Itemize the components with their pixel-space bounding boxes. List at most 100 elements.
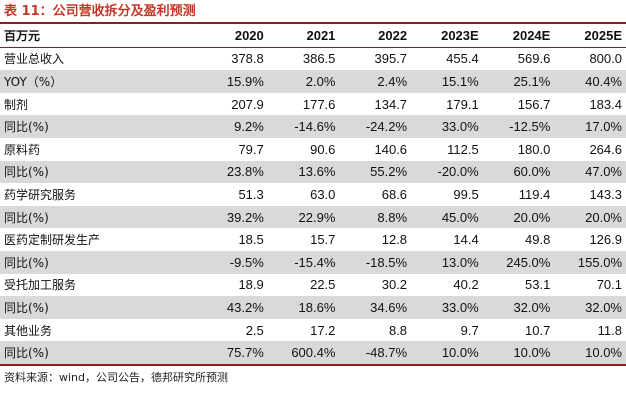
cell-value: 10.7 (525, 322, 551, 338)
table-header-row: 百万元 2020 2021 2022 2023E 2024E 2025E (0, 24, 626, 48)
cell-value: 455.4 (446, 51, 479, 67)
cell-value: 264.6 (589, 141, 622, 157)
cell-value: 33.0% (441, 299, 479, 315)
cell-value: 39.2% (226, 209, 264, 225)
cell-value: 245.0% (506, 254, 551, 270)
cell-value: 63.0 (310, 186, 336, 202)
row-label: 制剂 (4, 97, 29, 112)
cell-value: 68.6 (381, 186, 408, 202)
cell-value: 183.4 (589, 96, 622, 112)
cell-value: 155.0% (577, 254, 622, 270)
cell-value: 20.0% (585, 209, 622, 225)
row-label: 营业总收入 (4, 52, 65, 67)
cell-value: 2.0% (305, 73, 336, 89)
table-row: 受托加工服务 18.9 22.5 30.2 40.2 53.1 70.1 (0, 274, 626, 297)
cell-value: 378.8 (231, 51, 264, 67)
cell-value: 8.8% (377, 209, 408, 225)
table-row: 同比(%) 43.2% 18.6% 34.6% 33.0% 32.0% 32.0% (0, 296, 626, 319)
row-label: YOY（%） (4, 74, 63, 89)
cell-value: 15.7 (310, 232, 336, 248)
cell-value: 177.6 (302, 96, 336, 112)
cell-value: 14.4 (453, 232, 479, 248)
table-row: 原料药 79.7 90.6 140.6 112.5 180.0 264.6 (0, 138, 626, 161)
cell-value: 40.2 (453, 277, 479, 293)
cell-value: -24.2% (365, 119, 408, 135)
row-label: 同比(%) (4, 346, 49, 361)
cell-value: -15.4% (294, 254, 336, 270)
header-year: 2025E (584, 27, 622, 43)
cell-value: 143.3 (589, 186, 622, 202)
cell-value: 18.5 (238, 232, 264, 248)
row-label: 原料药 (4, 142, 41, 157)
table-row: 其他业务 2.5 17.2 8.8 9.7 10.7 11.8 (0, 319, 626, 342)
row-label: 同比(%) (4, 300, 49, 315)
row-label: 药学研究服务 (4, 187, 77, 202)
table-row: 同比(%) 39.2% 22.9% 8.8% 45.0% 20.0% 20.0% (0, 205, 626, 229)
cell-value: 156.7 (517, 96, 551, 112)
header-year: 2023E (441, 27, 479, 43)
cell-value: 179.1 (446, 96, 479, 112)
cell-value: 10.0% (585, 345, 622, 361)
table-row: 营业总收入 378.8 386.5 395.7 455.4 569.6 800.0 (0, 47, 626, 70)
cell-value: 47.0% (585, 164, 622, 180)
cell-value: 60.0% (513, 164, 551, 180)
cell-value: 600.4% (291, 345, 336, 361)
cell-value: 99.5 (453, 186, 479, 202)
cell-value: 90.6 (310, 141, 336, 157)
cell-value: 45.0% (441, 209, 479, 225)
cell-value: 11.8 (597, 322, 622, 338)
revenue-forecast-table: 百万元 2020 2021 2022 2023E 2024E 2025E 营业总… (0, 24, 626, 366)
cell-value: 10.0% (441, 345, 479, 361)
cell-value: 34.6% (370, 299, 408, 315)
cell-value: 17.2 (310, 322, 336, 338)
cell-value: 55.2% (370, 164, 408, 180)
cell-value: 70.1 (596, 277, 622, 293)
table-row: 制剂 207.9 177.6 134.7 179.1 156.7 183.4 (0, 93, 626, 116)
cell-value: 9.7 (460, 322, 479, 338)
header-year: 2022 (378, 27, 408, 43)
cell-value: -20.0% (437, 164, 479, 180)
cell-value: 40.4% (585, 73, 622, 89)
cell-value: 43.2% (226, 299, 264, 315)
table-row: 同比(%) 75.7% 600.4% -48.7% 10.0% 10.0% 10.0% (0, 341, 626, 365)
cell-value: 15.1% (441, 73, 479, 89)
cell-value: 119.4 (518, 186, 551, 202)
header-unit: 百万元 (4, 28, 41, 43)
table-row: YOY（%） 15.9% 2.0% 2.4% 15.1% 25.1% 40.4% (0, 70, 626, 93)
cell-value: 18.9 (238, 277, 264, 293)
cell-value: 25.1% (513, 73, 551, 89)
cell-value: 53.1 (525, 277, 551, 293)
cell-value: 49.8 (525, 232, 551, 248)
cell-value: 395.7 (374, 51, 408, 67)
cell-value: 10.0% (513, 345, 551, 361)
table-row: 同比(%) 23.8% 13.6% 55.2% -20.0% 60.0% 47.0% (0, 160, 626, 184)
row-label: 同比(%) (4, 165, 49, 180)
cell-value: 9.2% (234, 119, 264, 135)
row-label: 受托加工服务 (4, 278, 77, 293)
table-row: 药学研究服务 51.3 63.0 68.6 99.5 119.4 143.3 (0, 183, 626, 206)
cell-value: 800.0 (589, 51, 622, 67)
header-year: 2021 (306, 27, 336, 43)
row-label: 同比(%) (4, 255, 49, 270)
table-row: 同比(%) 9.2% -14.6% -24.2% 33.0% -12.5% 17.0% (0, 115, 626, 138)
cell-value: 23.8% (226, 164, 264, 180)
cell-value: 32.0% (585, 299, 622, 315)
cell-value: 140.6 (374, 141, 408, 157)
table-row: 同比(%) -9.5% -15.4% -18.5% 13.0% 245.0% 155.0% (0, 250, 626, 274)
cell-value: 15.9% (226, 73, 264, 89)
cell-value: 2.5 (245, 322, 264, 338)
row-label: 同比(%) (4, 120, 49, 135)
row-label: 其他业务 (4, 323, 53, 338)
row-label: 同比(%) (4, 210, 49, 225)
cell-value: 75.7% (226, 345, 264, 361)
cell-value: 207.9 (231, 96, 264, 112)
header-year: 2020 (234, 27, 264, 43)
cell-value: 13.0% (441, 254, 479, 270)
cell-value: 569.6 (517, 51, 551, 67)
cell-value: -14.6% (294, 119, 336, 135)
cell-value: -48.7% (365, 345, 408, 361)
cell-value: -9.5% (229, 254, 264, 270)
cell-value: 12.8 (381, 232, 408, 248)
table-caption: 表 11：公司营收拆分及盈利预测 (0, 0, 626, 24)
table-row: 医药定制研发生产 18.5 15.7 12.8 14.4 49.8 126.9 (0, 228, 626, 251)
